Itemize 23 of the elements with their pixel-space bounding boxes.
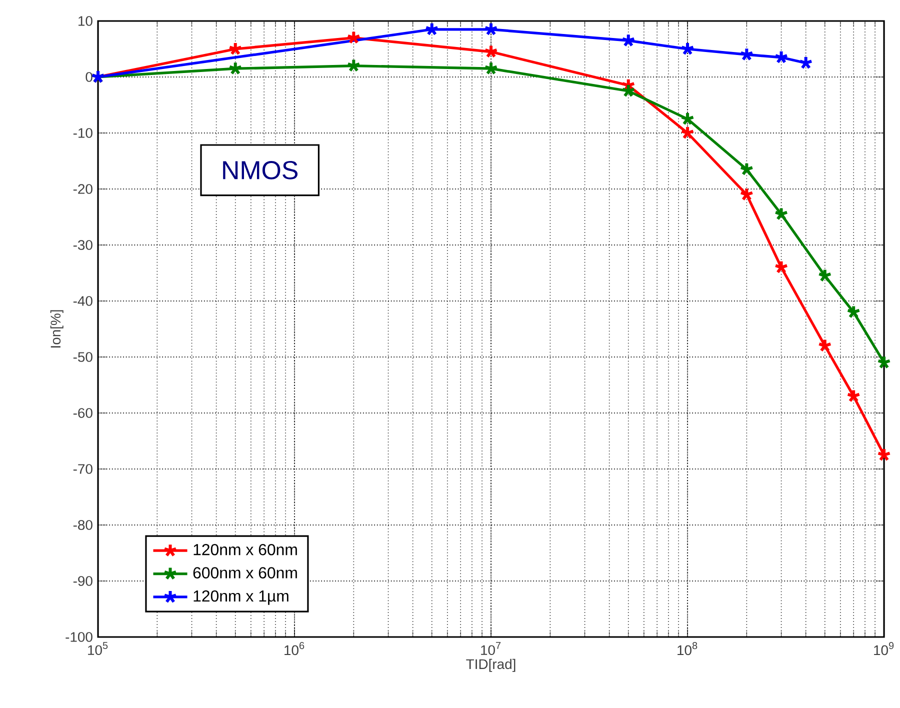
x-tick-label: 10$^{6}$	[284, 642, 304, 656]
y-tick-label: -40	[73, 296, 92, 306]
y-tick-label: -90	[73, 576, 92, 586]
y-tick-label: -100	[66, 632, 92, 642]
y-tick-label: 0	[86, 72, 92, 82]
y-axis-title: Ion[%]	[50, 310, 64, 348]
x-tick-label: 10$^{9}$	[874, 642, 894, 656]
x-tick-label: 10$^{8}$	[678, 642, 698, 656]
y-tick-label: -20	[73, 184, 92, 194]
legend-label: 120nm x 60nm	[194, 544, 297, 556]
y-tick-label: 10	[78, 16, 92, 26]
y-tick-label: -60	[73, 408, 92, 418]
x-tick-label: 10$^{7}$	[481, 642, 501, 656]
x-axis-title: TID[rad]	[466, 658, 516, 672]
legend-label: 120nm x 1µm	[194, 590, 288, 605]
y-tick-label: -10	[73, 128, 92, 138]
y-tick-label: -30	[73, 240, 92, 250]
legend-label: 600nm x 60nm	[193, 567, 297, 578]
y-tick-label: -80	[73, 520, 92, 530]
y-tick-label: -70	[73, 464, 92, 474]
annotation: NMOS	[223, 160, 298, 180]
y-tick-label: -50	[73, 352, 92, 362]
x-tick-label: 10$^{5}$	[88, 642, 108, 656]
